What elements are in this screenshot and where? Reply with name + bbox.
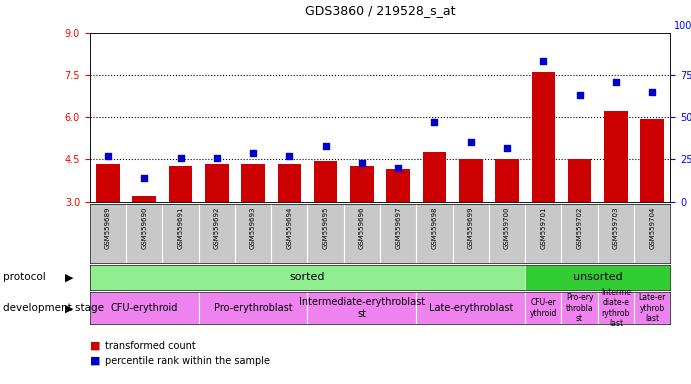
Text: GSM559701: GSM559701	[540, 207, 547, 249]
Bar	[198, 292, 307, 324]
Bar	[169, 166, 192, 202]
Text: GSM559704: GSM559704	[649, 207, 655, 249]
Bar	[350, 166, 374, 202]
Bar	[604, 111, 627, 202]
Bar	[90, 292, 198, 324]
Text: percentile rank within the sample: percentile rank within the sample	[105, 356, 270, 366]
Bar	[525, 292, 561, 324]
Text: Interme
diate-e
rythrob
last: Interme diate-e rythrob last	[601, 288, 631, 328]
Bar	[133, 196, 156, 202]
Text: ▶: ▶	[65, 303, 73, 313]
Bar	[459, 159, 482, 202]
Bar	[386, 169, 410, 202]
Text: 100%: 100%	[674, 21, 691, 31]
Text: GSM559702: GSM559702	[576, 207, 583, 249]
Text: ■: ■	[90, 356, 100, 366]
Bar	[278, 164, 301, 202]
Text: GSM559689: GSM559689	[105, 207, 111, 249]
Text: GSM559694: GSM559694	[286, 207, 292, 249]
Bar	[634, 292, 670, 324]
Text: GSM559695: GSM559695	[323, 207, 329, 249]
Bar	[531, 72, 555, 202]
Text: CFU-erythroid: CFU-erythroid	[111, 303, 178, 313]
Point	[538, 58, 549, 65]
Text: ▶: ▶	[65, 272, 73, 283]
Text: transformed count: transformed count	[105, 341, 196, 351]
Text: Pro-erythroblast: Pro-erythroblast	[214, 303, 292, 313]
Bar	[307, 292, 416, 324]
Point	[102, 153, 113, 159]
Bar	[96, 164, 120, 202]
Bar	[314, 161, 337, 202]
Text: GSM559703: GSM559703	[613, 207, 619, 249]
Text: GSM559697: GSM559697	[395, 207, 401, 249]
Text: ■: ■	[90, 341, 100, 351]
Point	[247, 149, 258, 156]
Text: Intermediate-erythroblast
st: Intermediate-erythroblast st	[299, 297, 425, 319]
Text: Late-erythroblast: Late-erythroblast	[428, 303, 513, 313]
Point	[647, 89, 658, 95]
Point	[357, 160, 368, 166]
Point	[320, 143, 331, 149]
Bar	[598, 292, 634, 324]
Text: Late-er
ythrob
last: Late-er ythrob last	[638, 293, 666, 323]
Bar	[568, 159, 591, 202]
Bar	[90, 265, 525, 290]
Text: GSM559700: GSM559700	[504, 207, 510, 249]
Text: protocol: protocol	[3, 272, 46, 283]
Text: sorted: sorted	[290, 272, 325, 283]
Bar	[241, 164, 265, 202]
Bar	[561, 292, 598, 324]
Text: GSM559693: GSM559693	[250, 207, 256, 249]
Point	[139, 175, 150, 181]
Point	[610, 79, 621, 85]
Text: Pro-ery
throbla
st: Pro-ery throbla st	[566, 293, 594, 323]
Point	[284, 153, 295, 159]
Point	[465, 139, 476, 146]
Bar	[416, 292, 525, 324]
Text: GSM559698: GSM559698	[431, 207, 437, 249]
Bar	[495, 159, 519, 202]
Point	[502, 144, 513, 151]
Bar	[525, 265, 670, 290]
Text: GSM559696: GSM559696	[359, 207, 365, 249]
Point	[175, 155, 186, 161]
Bar	[423, 152, 446, 202]
Text: unsorted: unsorted	[573, 272, 623, 283]
Point	[392, 165, 404, 171]
Point	[211, 155, 223, 161]
Text: CFU-er
ythroid: CFU-er ythroid	[529, 298, 557, 318]
Bar	[205, 164, 229, 202]
Point	[574, 92, 585, 98]
Text: GSM559699: GSM559699	[468, 207, 474, 249]
Text: GSM559690: GSM559690	[141, 207, 147, 249]
Bar	[641, 119, 664, 202]
Text: GSM559691: GSM559691	[178, 207, 184, 249]
Point	[429, 119, 440, 125]
Text: GSM559692: GSM559692	[214, 207, 220, 249]
Text: GDS3860 / 219528_s_at: GDS3860 / 219528_s_at	[305, 4, 455, 17]
Text: development stage: development stage	[3, 303, 104, 313]
